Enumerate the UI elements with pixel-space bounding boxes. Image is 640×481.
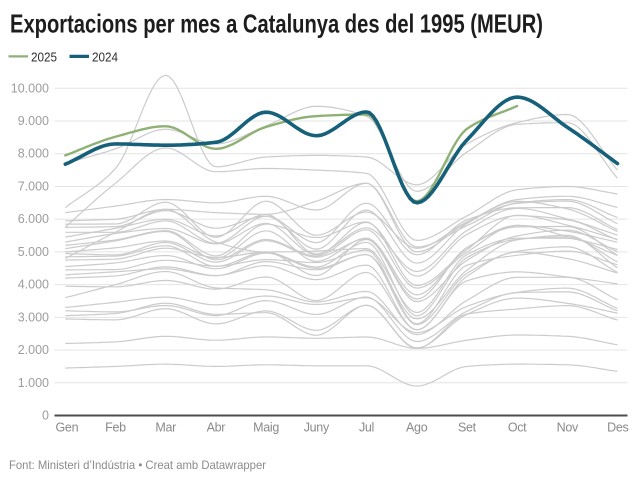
- svg-text:Juny: Juny: [304, 421, 330, 435]
- svg-text:4.000: 4.000: [18, 278, 49, 292]
- svg-text:Nov: Nov: [557, 421, 579, 435]
- svg-text:9.000: 9.000: [18, 114, 49, 128]
- svg-text:Des: Des: [607, 421, 628, 435]
- svg-text:2.000: 2.000: [18, 343, 49, 357]
- svg-text:7.000: 7.000: [18, 180, 49, 194]
- svg-text:Exportacions per mes a Catalun: Exportacions per mes a Catalunya des del…: [10, 8, 543, 38]
- svg-text:1.000: 1.000: [18, 376, 49, 390]
- svg-text:2024: 2024: [92, 50, 118, 65]
- svg-text:Oct: Oct: [508, 421, 527, 435]
- svg-text:0: 0: [42, 409, 49, 423]
- svg-text:6.000: 6.000: [18, 212, 49, 226]
- svg-text:2025: 2025: [31, 50, 57, 65]
- svg-text:3.000: 3.000: [18, 310, 49, 324]
- svg-text:Ago: Ago: [406, 421, 428, 435]
- svg-text:Gen: Gen: [56, 421, 79, 435]
- svg-text:Abr: Abr: [207, 421, 226, 435]
- svg-text:Maig: Maig: [253, 421, 279, 435]
- svg-text:Feb: Feb: [105, 421, 126, 435]
- svg-text:Font: Ministeri d’Indústria •: Font: Ministeri d’Indústria • Creat amb …: [9, 458, 266, 472]
- svg-text:8.000: 8.000: [18, 147, 49, 161]
- svg-text:Set: Set: [458, 421, 477, 435]
- svg-text:Mar: Mar: [155, 421, 176, 435]
- svg-text:5.000: 5.000: [18, 245, 49, 259]
- svg-text:10.000: 10.000: [11, 81, 49, 95]
- svg-text:Jul: Jul: [359, 421, 374, 435]
